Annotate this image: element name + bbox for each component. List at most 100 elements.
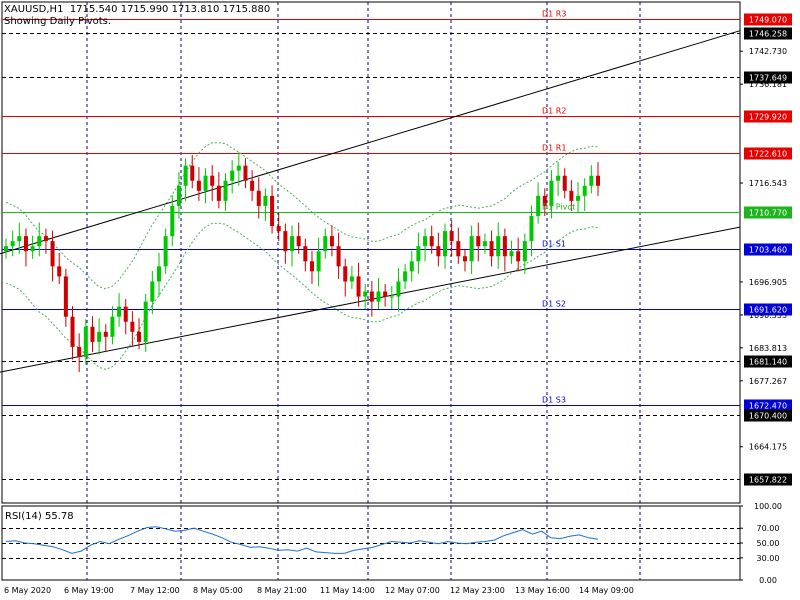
- candle-body: [276, 226, 281, 232]
- x-tick-label: 14 May 09:00: [579, 586, 634, 595]
- chart-header: XAUUSD,H1 1715.540 1715.990 1713.810 171…: [4, 4, 270, 15]
- price-tag-text: 1737.649: [749, 74, 787, 83]
- channel-trendline: [0, 30, 741, 255]
- candle-body: [369, 291, 374, 302]
- rsi-plot-frame: [1, 505, 741, 581]
- candle-body: [137, 331, 142, 342]
- candle-body: [290, 236, 295, 252]
- candle-body: [210, 175, 215, 186]
- candle-body: [522, 241, 527, 262]
- x-tick-label: 6 May 2020: [4, 586, 51, 595]
- pivot-label: D1 R1: [542, 144, 566, 153]
- candle-body: [203, 175, 208, 191]
- candle-body: [296, 236, 301, 247]
- pivot-label: D1 S3: [542, 396, 566, 405]
- candle-body: [70, 316, 75, 347]
- price-tag: [744, 110, 792, 123]
- x-tick-label: 8 May 21:00: [257, 586, 307, 595]
- candle-body: [456, 241, 461, 257]
- rsi-tick-label: 0.00: [759, 576, 777, 585]
- price-tag: [744, 409, 792, 422]
- y-tick-label: 1742.730: [749, 47, 787, 56]
- candle-body: [343, 266, 348, 282]
- candle-body: [576, 195, 581, 201]
- x-tick-label: 13 May 16:00: [515, 586, 570, 595]
- candle-body: [582, 185, 587, 196]
- candle-body: [383, 291, 388, 297]
- price-tag: [744, 147, 792, 160]
- y-tick-label: 1664.175: [749, 443, 787, 452]
- ohlc-label: 1715.540 1715.990 1713.810 1715.880: [69, 4, 271, 15]
- candle-body: [529, 215, 534, 242]
- candle-body: [482, 241, 487, 247]
- candle-body: [589, 175, 594, 186]
- candle-body: [176, 185, 181, 206]
- candle-body: [309, 261, 314, 272]
- price-tag: [744, 399, 792, 412]
- candle-body: [230, 170, 235, 181]
- candle-body: [256, 190, 261, 206]
- price-tag-text: 1681.140: [749, 358, 787, 367]
- candle-body: [329, 236, 334, 247]
- y-tick-label: 1696.905: [749, 278, 787, 287]
- candle-body: [569, 190, 574, 201]
- price-tag: [744, 206, 792, 219]
- candle-body: [396, 281, 401, 297]
- candle-body: [90, 326, 95, 342]
- candle-body: [423, 236, 428, 247]
- candle-body: [409, 261, 414, 272]
- x-tick-label: 8 May 05:00: [193, 586, 243, 595]
- candle-body: [356, 276, 361, 297]
- candle-body: [509, 251, 514, 257]
- candle-body: [123, 306, 128, 322]
- candle-body: [17, 236, 22, 242]
- candle-body: [63, 276, 68, 317]
- price-tag-text: 1710.770: [749, 209, 787, 218]
- candle-body: [23, 236, 28, 252]
- price-tag-text: 1703.460: [749, 246, 787, 255]
- candle-body: [316, 251, 321, 272]
- chart-subtitle: Showing Daily Pivots.: [4, 16, 112, 27]
- candle-body: [556, 175, 561, 181]
- price-tag-text: 1657.822: [749, 476, 787, 485]
- candle-body: [103, 331, 108, 337]
- candle-body: [476, 236, 481, 247]
- candle-body: [449, 231, 454, 242]
- main-plot-frame: [1, 1, 741, 504]
- price-tag: [744, 243, 792, 256]
- candle-body: [596, 175, 600, 186]
- candle-body: [250, 180, 255, 191]
- candle-body: [170, 205, 175, 237]
- candle-body: [130, 321, 135, 332]
- candle-body: [376, 291, 381, 302]
- rsi-tick-label: 100.00: [754, 502, 782, 511]
- x-tick-label: 12 May 07:00: [385, 586, 440, 595]
- y-tick-label: 1736.181: [749, 80, 787, 89]
- candle-body: [363, 291, 368, 297]
- x-tick-label: 12 May 23:00: [450, 586, 505, 595]
- candle-body: [150, 281, 155, 302]
- price-tag-text: 1749.070: [749, 16, 787, 25]
- candle-body: [30, 246, 35, 252]
- candle-body: [496, 236, 501, 257]
- candle-body: [323, 236, 328, 252]
- candle-body: [236, 165, 241, 171]
- rsi-tick-label: 70.00: [757, 524, 780, 533]
- candle-body: [190, 165, 195, 181]
- candle-body: [97, 331, 102, 342]
- candle-body: [283, 231, 288, 252]
- band-lower: [5, 222, 599, 370]
- candle-body: [349, 276, 354, 282]
- candle-body: [549, 180, 554, 206]
- candle-body: [110, 316, 115, 337]
- candle-body: [389, 296, 394, 298]
- candle-body: [163, 236, 168, 267]
- symbol-label: XAUUSD,H1: [4, 4, 64, 15]
- candle-body: [336, 246, 341, 267]
- rsi-tick-label: 30.00: [757, 554, 780, 563]
- price-tag-text: 1729.920: [749, 113, 787, 122]
- y-tick-label: 1677.267: [749, 377, 787, 386]
- candle-body: [263, 195, 268, 206]
- candle-body: [50, 241, 55, 267]
- candle-body: [117, 306, 122, 317]
